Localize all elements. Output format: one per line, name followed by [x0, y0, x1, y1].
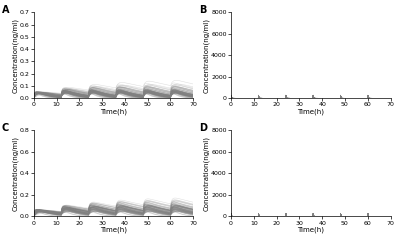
X-axis label: Time(h): Time(h) — [100, 227, 127, 234]
Y-axis label: Concentration(ng/ml): Concentration(ng/ml) — [203, 136, 210, 211]
Text: A: A — [2, 5, 9, 15]
Text: B: B — [199, 5, 206, 15]
X-axis label: Time(h): Time(h) — [297, 227, 324, 234]
X-axis label: Time(h): Time(h) — [100, 109, 127, 115]
Y-axis label: Concentration(ng/ml): Concentration(ng/ml) — [203, 18, 210, 93]
Y-axis label: Concentration(ng/ml): Concentration(ng/ml) — [12, 18, 18, 93]
X-axis label: Time(h): Time(h) — [297, 109, 324, 115]
Text: D: D — [199, 124, 207, 133]
Y-axis label: Concentration(ng/ml): Concentration(ng/ml) — [12, 136, 18, 211]
Text: C: C — [2, 124, 9, 133]
